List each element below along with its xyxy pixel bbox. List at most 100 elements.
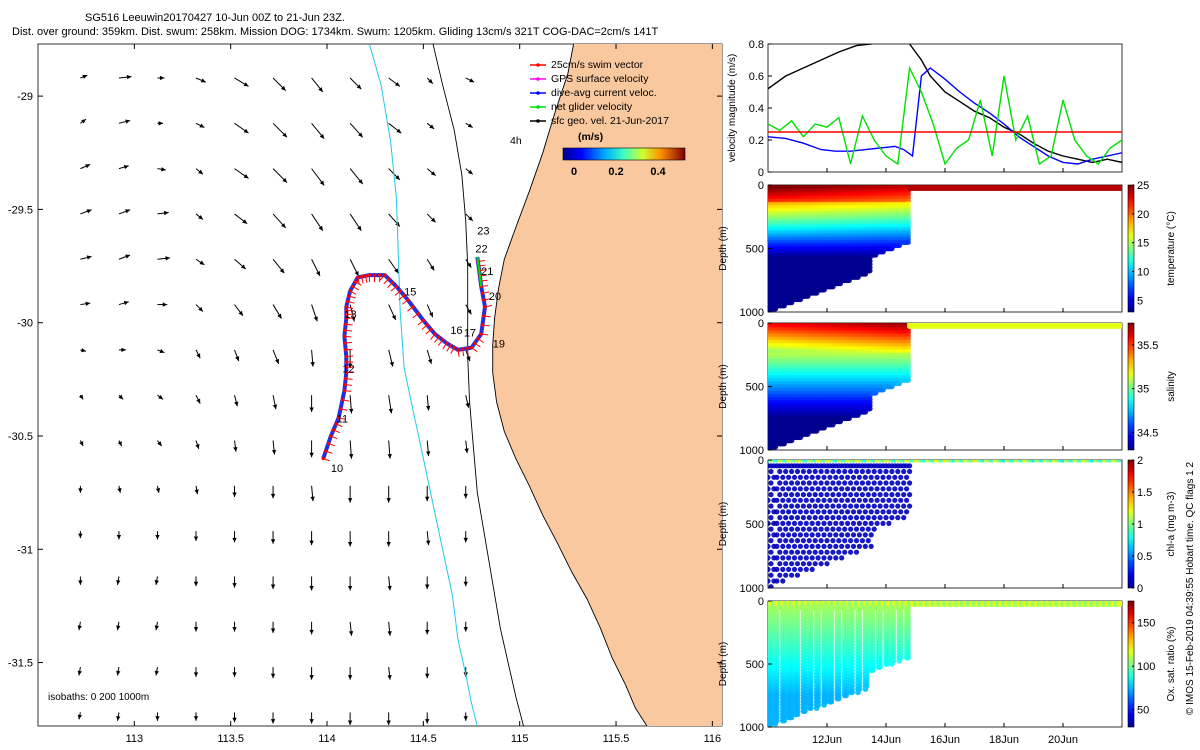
current-arrow <box>309 576 314 591</box>
current-arrow <box>155 531 160 540</box>
current-arrow <box>311 168 325 186</box>
arrow-head <box>387 631 392 636</box>
arrow-head <box>386 720 391 726</box>
swim-marker <box>344 370 348 375</box>
arrow-head <box>309 629 314 635</box>
arrow-head <box>309 407 314 412</box>
current-arrow <box>272 122 288 138</box>
arrow-head <box>125 209 131 214</box>
title-line-1: SG516 Leeuwin20170427 10-Jun 00Z to 21-J… <box>85 12 345 24</box>
velocity-y-tick-label: 0 <box>758 167 764 179</box>
swim-marker <box>326 441 330 446</box>
current-arrow <box>154 621 159 631</box>
current-arrow <box>387 667 392 680</box>
current-arrow <box>347 349 353 369</box>
current-arrow <box>157 75 165 81</box>
swim-marker <box>378 273 382 277</box>
current-arrow <box>270 621 276 633</box>
arrow-head <box>358 179 363 185</box>
legend-4h-label: 4h <box>510 135 522 147</box>
map-y-tick-label: -31 <box>17 544 33 556</box>
legend-label: GPS surface velocity <box>551 73 649 85</box>
current-arrow <box>425 667 430 679</box>
arrow-head <box>319 133 325 139</box>
current-arrow <box>311 304 318 322</box>
arrow-head <box>193 716 199 721</box>
swim-marker <box>367 273 372 277</box>
day-label: 20 <box>489 291 501 303</box>
arrow-head <box>394 81 400 87</box>
current-arrow <box>118 300 129 306</box>
current-arrow <box>311 77 324 93</box>
current-arrow <box>234 349 240 362</box>
arrow-head <box>349 454 354 459</box>
current-arrow <box>116 667 121 676</box>
current-arrow <box>194 485 199 495</box>
day-label: 19 <box>493 339 505 351</box>
current-arrow <box>195 77 206 83</box>
current-arrow <box>270 667 276 679</box>
current-arrow <box>426 258 435 271</box>
current-arrow <box>195 394 201 404</box>
current-arrow <box>272 258 285 274</box>
arrow-head <box>159 348 165 354</box>
current-arrow <box>195 304 204 312</box>
swim-marker <box>448 343 452 347</box>
current-arrow <box>426 395 431 411</box>
current-arrow <box>464 440 469 454</box>
current-arrow <box>272 168 288 183</box>
current-arrow <box>118 119 131 124</box>
day-label: 11 <box>337 413 348 425</box>
current-arrow <box>116 531 122 540</box>
current-arrow <box>157 302 168 307</box>
current-arrow <box>232 531 237 543</box>
current-arrow <box>77 712 83 720</box>
swim-marker <box>437 335 441 339</box>
map-colorbar-tick: 0.4 <box>650 166 666 178</box>
legend-label: 25cm/s swim vector <box>551 59 644 71</box>
current-arrow <box>309 712 314 724</box>
arrow-head <box>159 75 165 81</box>
current-arrow <box>387 576 392 591</box>
arrow-head <box>155 716 160 721</box>
arrow-head <box>198 215 203 220</box>
arrow-head <box>463 627 468 632</box>
arrow-head <box>426 405 431 411</box>
current-arrow <box>347 485 353 503</box>
arrow-head <box>81 119 86 124</box>
arrow-head <box>270 584 276 590</box>
swim-marker <box>344 360 348 364</box>
arrow-head <box>428 78 433 84</box>
arrow-head <box>78 394 84 400</box>
arrow-head <box>354 271 359 277</box>
swim-marker <box>344 355 348 359</box>
current-arrow <box>309 395 314 412</box>
swim-marker <box>324 449 328 453</box>
swim-marker <box>343 341 347 345</box>
current-arrow <box>465 304 472 315</box>
day-label: 17 <box>464 327 476 339</box>
current-arrow <box>386 531 391 547</box>
arrow-head <box>154 670 159 676</box>
arrow-head <box>316 271 320 277</box>
arrow-head <box>467 262 472 268</box>
map-x-tick-label: 113 <box>126 733 144 745</box>
arrow-head <box>154 580 159 585</box>
swim-marker <box>329 434 333 438</box>
current-arrow <box>118 254 131 260</box>
map-y-tick-label: -29.5 <box>8 204 33 216</box>
map-colorbar-title: (m/s) <box>578 131 603 143</box>
colorbar-tick-label: 15 <box>1137 238 1149 250</box>
current-arrow <box>347 712 353 726</box>
current-arrow <box>425 576 430 590</box>
current-arrow <box>387 440 392 459</box>
current-arrow <box>465 168 474 175</box>
swim-marker <box>452 346 456 350</box>
current-arrow <box>425 531 431 546</box>
section-point <box>905 239 911 245</box>
arrow-head <box>270 493 276 499</box>
current-arrow <box>349 122 364 138</box>
